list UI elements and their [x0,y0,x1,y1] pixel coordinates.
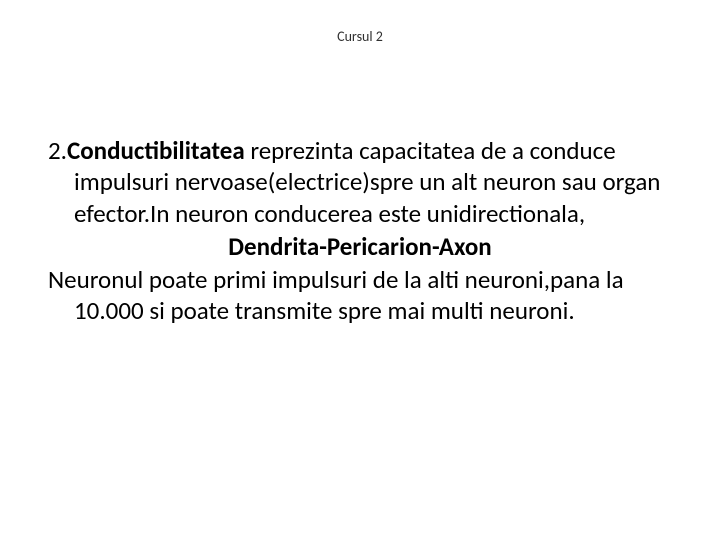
paragraph-1: 2.Conductibilitatea reprezinta capacitat… [48,135,672,229]
slide-body: 2.Conductibilitatea reprezinta capacitat… [48,135,672,329]
list-number: 2. [48,135,67,166]
paragraph-2: Dendrita-Pericarion-Axon [48,231,672,262]
paragraph-3: Neuronul poate primi impulsuri de la alt… [48,264,672,327]
slide: Cursul 2 2.Conductibilitatea reprezinta … [0,0,720,540]
term-bold: Conductibilitatea [67,135,245,166]
slide-title: Cursul 2 [0,0,720,45]
